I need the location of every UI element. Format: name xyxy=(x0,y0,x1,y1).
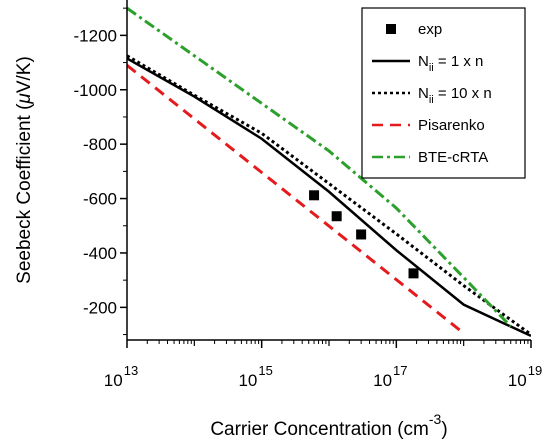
y-tick-label: -400 xyxy=(83,244,117,263)
y-tick-label: -600 xyxy=(83,190,117,209)
axes: -200 -400 -600 -800 -1000 -1200 1013 1015 1017 10… xyxy=(74,0,542,390)
exp-data-point xyxy=(331,211,342,222)
exp-data-point xyxy=(309,190,320,201)
legend-marker-exp xyxy=(386,24,396,34)
y-tick-label: -200 xyxy=(83,298,117,317)
legend-label-exp: exp xyxy=(418,21,442,38)
x-tick-label: 1019 xyxy=(508,363,542,390)
legend-box xyxy=(361,7,526,179)
legend-label-nii1: Nii = 1 x n xyxy=(418,53,483,74)
x-axis-title: Carrier Concentration (cm-3) xyxy=(210,411,447,440)
y-tick-label: -1000 xyxy=(74,81,117,100)
x-tick-label: 1013 xyxy=(104,363,138,390)
axis-titles: Carrier Concentration (cm-3) Seebeck Coef… xyxy=(14,56,448,440)
y-tick-label: -1200 xyxy=(74,26,117,45)
legend-label-nii10: Nii = 10 x n xyxy=(418,85,492,106)
plot-area xyxy=(127,6,531,338)
x-tick-label: 1017 xyxy=(373,363,407,390)
y-tick-label: -800 xyxy=(83,135,117,154)
legend: exp Nii = 1 x n Nii = 10 x n Pisarenko BTE-c… xyxy=(361,7,526,179)
x-tick-label: 1015 xyxy=(238,363,272,390)
y-axis-title: Seebeck Coefficient (μV/K) xyxy=(14,56,35,284)
series-line-bte xyxy=(127,6,512,328)
legend-label-bte: BTE-cRTA xyxy=(418,149,488,166)
series-line-nii10 xyxy=(127,54,531,336)
legend-label-pisarenko: Pisarenko xyxy=(418,117,485,134)
exp-data-point xyxy=(356,229,367,240)
exp-data-point xyxy=(408,268,419,279)
